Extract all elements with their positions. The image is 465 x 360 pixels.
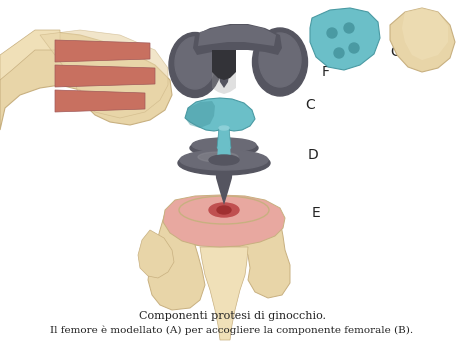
Polygon shape [212, 60, 236, 94]
Ellipse shape [175, 37, 215, 89]
Circle shape [334, 48, 344, 58]
Polygon shape [198, 25, 276, 46]
Polygon shape [310, 8, 380, 70]
Ellipse shape [219, 127, 229, 132]
Ellipse shape [259, 33, 301, 87]
Text: G: G [390, 45, 401, 59]
Ellipse shape [209, 155, 239, 165]
Polygon shape [215, 163, 233, 205]
Polygon shape [55, 40, 150, 62]
Circle shape [344, 23, 354, 33]
Polygon shape [193, 24, 282, 55]
Polygon shape [148, 213, 290, 310]
Polygon shape [212, 50, 236, 80]
Polygon shape [0, 30, 60, 80]
Ellipse shape [169, 32, 221, 98]
Ellipse shape [180, 150, 268, 170]
Text: D: D [308, 148, 319, 162]
Circle shape [349, 43, 359, 53]
Ellipse shape [179, 196, 269, 224]
Ellipse shape [219, 126, 229, 130]
Polygon shape [217, 130, 231, 160]
Polygon shape [185, 101, 215, 128]
Text: Il femore è modellato (A) per accogliere la componente femorale (B).: Il femore è modellato (A) per accogliere… [50, 325, 413, 335]
Polygon shape [40, 30, 168, 118]
Text: F: F [322, 65, 330, 79]
Polygon shape [0, 32, 172, 130]
Ellipse shape [209, 203, 239, 217]
Text: C: C [305, 98, 315, 112]
Polygon shape [218, 68, 230, 88]
Polygon shape [55, 65, 155, 87]
Ellipse shape [217, 206, 231, 214]
Ellipse shape [190, 139, 258, 157]
Polygon shape [217, 128, 231, 148]
Ellipse shape [218, 145, 230, 150]
Circle shape [327, 28, 337, 38]
Polygon shape [390, 8, 455, 72]
Polygon shape [163, 195, 285, 247]
Polygon shape [55, 90, 145, 112]
Ellipse shape [198, 152, 238, 162]
Ellipse shape [192, 138, 256, 152]
Polygon shape [185, 98, 255, 131]
Text: Componenti protesi di ginocchio.: Componenti protesi di ginocchio. [139, 311, 326, 321]
Polygon shape [402, 8, 448, 60]
Polygon shape [138, 230, 174, 278]
Ellipse shape [178, 151, 270, 175]
Polygon shape [200, 247, 248, 340]
Ellipse shape [252, 28, 307, 96]
Text: E: E [312, 206, 321, 220]
